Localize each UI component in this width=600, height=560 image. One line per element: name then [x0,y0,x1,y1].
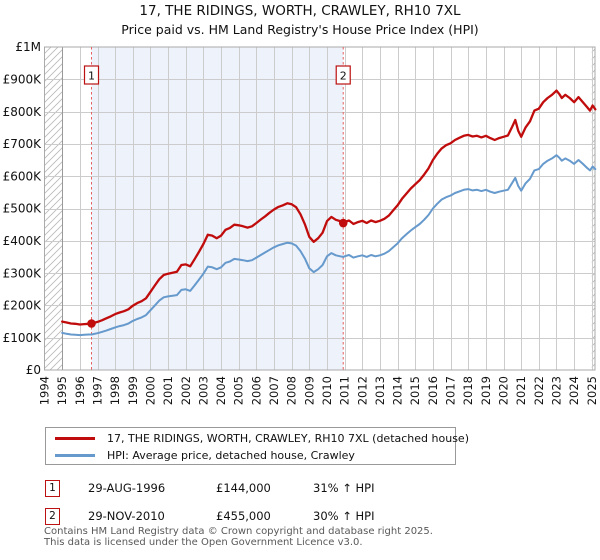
x-axis-tick-label: 1999 [126,376,140,405]
property-price-line [61,89,597,326]
sales-table: 1 29-AUG-1996 £144,000 31% ↑ HPI 2 29-NO… [45,474,374,530]
x-axis-tick-label: 1994 [38,376,52,405]
y-axis-tick-label: £300K [3,266,43,280]
sale-2-date: 29-NOV-2010 [88,509,165,523]
x-axis-tick-label: 2003 [196,376,210,405]
x-axis-tick-label: 2005 [232,376,246,405]
x-axis-tick-label: 2016 [426,376,440,405]
y-axis-tick-label: £100K [3,331,43,345]
legend-item-hpi: HPI: Average price, detached house, Craw… [46,447,455,464]
x-axis-tick-label: 1995 [55,376,69,405]
plot-frame [44,46,596,371]
y-axis-tick-label: £700K [3,137,43,151]
y-axis-tick-label: £800K [3,105,43,119]
legend-item-property: 17, THE RIDINGS, WORTH, CRAWLEY, RH10 7X… [46,430,469,447]
sale-1-flag-box [83,65,100,85]
y-axis-tick-label: £900K [3,73,43,87]
x-axis-tick-label: 2023 [549,376,563,405]
page-subtitle: Price paid vs. HM Land Registry's House … [121,22,479,37]
sale-2-flag-box [335,65,351,85]
ownership-shaded-region [91,47,344,370]
x-axis-tick-label: 2000 [143,376,157,405]
page-title: 17, THE RIDINGS, WORTH, CRAWLEY, RH10 7X… [139,3,461,19]
legend-box: 17, THE RIDINGS, WORTH, CRAWLEY, RH10 7X… [45,427,469,465]
sale-2-hpi-delta: 30% ↑ HPI [313,509,375,523]
no-data-hatch-region [591,47,596,370]
sale-2-price: £455,000 [216,509,271,523]
hpi-line-swatch [55,454,95,457]
x-axis-tick-label: 2011 [338,376,352,405]
gridlines [44,47,595,370]
x-axis-tick-label: 2015 [408,376,422,405]
x-axis-tick-label: 2007 [267,376,281,405]
x-axis-tick-label: 2001 [161,376,175,405]
y-axis-tick-label: £0 [26,363,41,377]
x-axis-tick-label: 2024 [567,376,581,405]
x-axis-tick-label: 2018 [461,376,475,405]
y-axis-tick-label: £500K [3,202,43,216]
y-axis-tick-label: £200K [3,299,43,313]
price-chart: 1 2 £0 £100K £200K £300K £400K £500K £600K £700K £… [3,40,599,405]
x-axis-tick-label: 2020 [497,376,511,405]
license-line-1: Contains HM Land Registry data © Crown c… [44,526,433,537]
x-axis-tick-label: 2013 [373,376,387,405]
x-axis-tick-label: 2021 [514,376,528,405]
sale-1-flag-label: 1 [88,70,95,83]
y-axis-tick-label: £600K [3,169,43,183]
no-data-hatch-region [44,47,63,370]
x-axis-tick-label: 2019 [479,376,493,405]
sale-1-price: £144,000 [216,481,271,495]
sale-row-2: 2 29-NOV-2010 £455,000 30% ↑ HPI [45,502,374,530]
property-line-swatch [55,437,95,440]
x-axis-tick-label: 2004 [214,376,228,405]
x-axis-tick-label: 2017 [444,376,458,405]
y-axis-tick-label: £400K [3,234,43,248]
sale-1-badge: 1 [45,479,60,497]
x-axis-tick-label: 2012 [355,376,369,405]
x-axis-tick-label: 2010 [320,376,334,405]
x-axis-tick-label: 2022 [532,376,546,405]
sale-2-marker-dot [338,218,348,228]
x-axis-tick-label: 1997 [91,376,105,405]
sale-row-1: 1 29-AUG-1996 £144,000 31% ↑ HPI [45,474,374,502]
x-axis-tick-label: 2006 [249,376,263,405]
sale-2-flag-label: 2 [340,70,347,83]
sale-2-badge: 2 [45,507,60,525]
x-axis-tick-label: 1996 [73,376,87,405]
sale-1-marker-dot [87,319,96,328]
x-axis-tick-label: 1998 [108,376,122,405]
y-axis-tick-label: £1M [15,40,41,54]
hpi-line [61,154,597,337]
x-axis-tick-label: 2025 [585,376,599,405]
x-axis-tick-label: 2002 [179,376,193,405]
license-line-2: This data is licensed under the Open Gov… [44,536,363,548]
x-axis-tick-label: 2008 [285,376,299,405]
license-text: Contains HM Land Registry data © Crown c… [44,526,433,549]
legend-label-property: 17, THE RIDINGS, WORTH, CRAWLEY, RH10 7X… [107,432,469,445]
sale-1-date: 29-AUG-1996 [88,481,166,495]
x-axis-tick-label: 2009 [302,376,316,405]
x-axis-tick-label: 2014 [391,376,405,405]
sale-1-hpi-delta: 31% ↑ HPI [313,481,375,495]
legend-label-hpi: HPI: Average price, detached house, Craw… [107,449,355,462]
